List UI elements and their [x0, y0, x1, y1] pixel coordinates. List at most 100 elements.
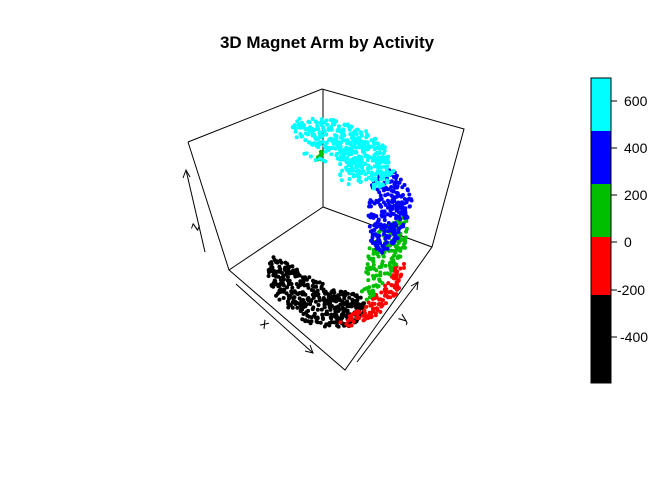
data-point-green [396, 240, 401, 245]
data-point-blue [369, 204, 373, 209]
data-point-black [362, 301, 366, 306]
data-point-black [286, 305, 291, 310]
data-point-black [311, 289, 316, 293]
data-point-red [356, 309, 360, 314]
data-point-black [322, 324, 327, 329]
colorbar-tick-label: -400 [620, 329, 648, 345]
scatter-points [266, 116, 414, 329]
data-point-cyan [377, 184, 382, 189]
data-point-red [349, 323, 354, 328]
data-point-red [370, 296, 375, 301]
data-point-cyan [372, 164, 377, 169]
data-point-black [335, 320, 340, 325]
data-point-cyan [347, 177, 352, 181]
colorbar-tick-label: 0 [624, 234, 632, 250]
data-point-green [382, 271, 387, 276]
data-point-blue [384, 240, 389, 245]
data-point-black [300, 292, 305, 297]
data-point-cyan [317, 130, 322, 135]
data-point-black [315, 280, 319, 285]
data-point-cyan [375, 170, 380, 175]
data-point-cyan [372, 136, 377, 141]
data-point-black [305, 283, 310, 288]
data-point-cyan [361, 140, 366, 145]
data-point-blue [387, 225, 392, 230]
data-point-green [383, 263, 388, 268]
data-point-black [298, 282, 303, 287]
data-point-cyan [386, 154, 391, 159]
data-point-red [398, 266, 403, 271]
data-point-cyan [364, 177, 369, 182]
data-point-blue [385, 198, 390, 203]
data-point-cyan [385, 171, 389, 176]
data-point-black [341, 312, 346, 317]
data-point-cyan [341, 129, 346, 134]
data-point-cyan [334, 136, 339, 141]
data-point-black [298, 279, 303, 284]
data-point-cyan [306, 119, 311, 124]
data-point-cyan [346, 182, 351, 187]
data-point-blue [394, 184, 399, 189]
data-point-cyan [303, 138, 308, 143]
data-point-black [313, 299, 318, 304]
data-point-blue [399, 194, 404, 199]
data-point-black [346, 304, 351, 309]
data-point-blue [393, 180, 398, 184]
data-point-blue [393, 176, 398, 181]
z-axis-arrowhead [182, 168, 191, 179]
data-point-cyan [382, 148, 387, 153]
data-point-blue [380, 250, 385, 255]
data-point-cyan [365, 140, 370, 145]
data-point-cyan [347, 167, 352, 172]
data-point-green [365, 262, 370, 267]
data-point-red [383, 293, 388, 298]
data-point-black [280, 270, 284, 275]
data-point-red [377, 301, 382, 306]
data-point-blue [370, 199, 374, 204]
data-point-black [292, 271, 297, 276]
data-point-black [325, 301, 330, 306]
data-point-cyan [334, 153, 339, 158]
data-point-red [361, 318, 366, 323]
data-point-cyan [366, 143, 371, 148]
data-point-black [286, 299, 290, 304]
data-point-blue [400, 208, 405, 213]
data-point-cyan [351, 168, 356, 173]
data-point-black [269, 260, 274, 265]
data-point-green [367, 295, 372, 300]
data-point-red [402, 262, 406, 266]
data-point-black [299, 300, 304, 305]
data-point-black [343, 293, 347, 298]
data-point-cyan [375, 145, 380, 150]
data-point-cyan [307, 128, 312, 133]
data-point-cyan [319, 119, 324, 124]
data-point-blue [395, 191, 400, 196]
data-point-black [320, 281, 325, 286]
data-point-green [389, 248, 394, 253]
data-point-blue [392, 203, 397, 208]
data-point-green [371, 273, 375, 278]
data-point-red [369, 314, 374, 319]
data-point-red [402, 265, 406, 270]
data-point-cyan [329, 145, 334, 150]
data-point-black [287, 264, 292, 269]
data-point-black [320, 315, 325, 320]
data-point-cyan [303, 131, 308, 136]
data-point-cyan [366, 170, 371, 175]
data-point-red [375, 307, 380, 312]
data-point-cyan [388, 172, 392, 176]
data-point-black [290, 285, 295, 290]
data-point-blue [386, 221, 391, 225]
data-point-black [335, 323, 340, 328]
data-point-blue [373, 240, 378, 245]
data-point-cyan [356, 168, 361, 173]
data-point-cyan [360, 165, 365, 170]
data-point-black [345, 308, 350, 313]
data-point-cyan [345, 139, 350, 143]
data-point-black [285, 285, 290, 290]
data-point-cyan [312, 141, 316, 146]
data-point-blue [370, 228, 375, 233]
data-point-black [350, 297, 355, 302]
data-point-cyan [347, 125, 352, 130]
data-point-black [318, 320, 323, 325]
